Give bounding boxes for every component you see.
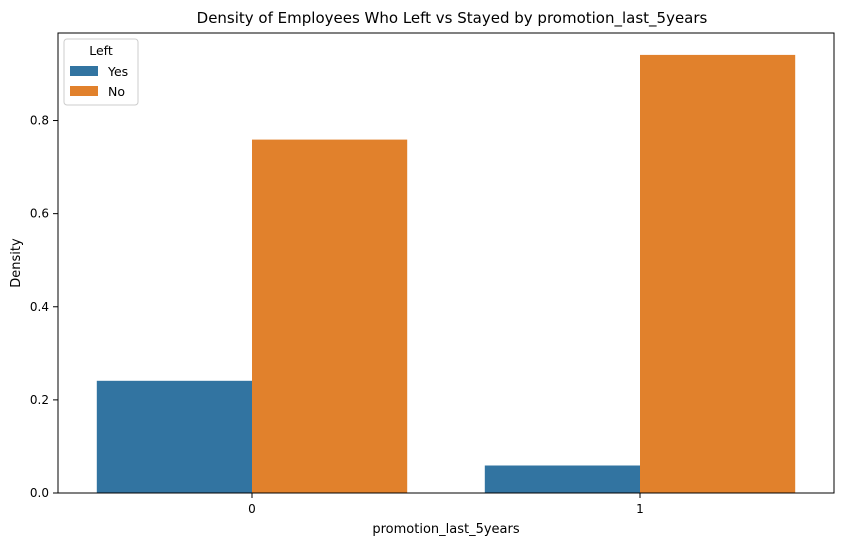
y-tick-label-0.8: 0.8	[30, 114, 49, 128]
y-axis-label: Density	[9, 238, 24, 288]
bar-yes-0	[96, 380, 252, 493]
legend-swatch-no	[70, 86, 98, 96]
x-axis-label: promotion_last_5years	[372, 522, 520, 537]
y-tick-label-0.0: 0.0	[30, 486, 49, 500]
legend: Left Yes No	[63, 38, 139, 106]
legend-title: Left	[89, 43, 113, 58]
chart-title: Density of Employees Who Left vs Stayed …	[197, 9, 708, 28]
legend-swatch-yes	[70, 66, 98, 76]
y-tick-label-0.4: 0.4	[30, 300, 49, 314]
y-tick-label-0.2: 0.2	[30, 393, 49, 407]
bar-no-1	[640, 54, 796, 494]
bar-yes-1	[484, 465, 640, 493]
legend-label-no: No	[108, 84, 125, 99]
x-tick-label-1: 1	[636, 502, 644, 516]
y-tick-label-0.6: 0.6	[30, 207, 49, 221]
plot-frame	[57, 32, 835, 494]
bar-no-0	[252, 139, 408, 493]
bars-group	[96, 54, 796, 494]
y-axis-ticks: 0.0 0.2 0.4 0.6 0.8	[30, 114, 58, 500]
legend-label-yes: Yes	[107, 64, 128, 79]
x-tick-label-0: 0	[248, 502, 256, 516]
